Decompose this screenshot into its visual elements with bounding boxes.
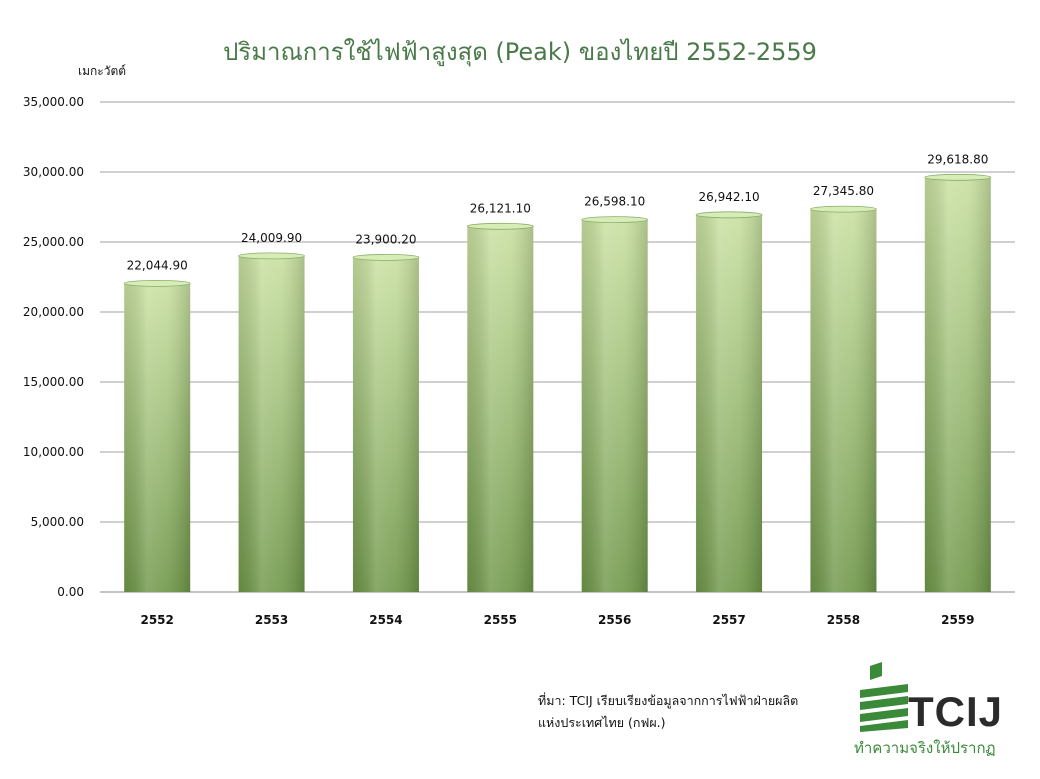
y-tick-label: 15,000.00	[23, 375, 84, 389]
source-line-1: ที่มา: TCIJ เรียบเรียงข้อมูลจากการไฟฟ้าฝ…	[538, 693, 799, 708]
y-tick-label: 25,000.00	[23, 235, 84, 249]
bar-shading	[352, 257, 419, 592]
bar-cap	[810, 205, 877, 213]
source-note: ที่มา: TCIJ เรียบเรียงข้อมูลจากการไฟฟ้าฝ…	[538, 690, 858, 734]
y-tick-label: 20,000.00	[23, 305, 84, 319]
bars	[123, 173, 992, 593]
y-axis-label: เมกะวัตต์	[78, 64, 126, 78]
bar-shading	[238, 255, 305, 593]
bar-cap	[238, 252, 305, 260]
x-tick-label: 2553	[255, 613, 288, 627]
bar-shading	[924, 177, 991, 593]
logo-tagline: ทำความจริงให้ปรากฏ	[854, 739, 996, 757]
logo-wordmark: TCIJ	[908, 688, 1004, 735]
bar-chart: เมกะวัตต์ 22,044.90 24,009.90 23,900.20 26,…	[23, 64, 1015, 627]
bar-shading	[581, 219, 648, 593]
y-tick-label: 35,000.00	[23, 95, 84, 109]
axis-ticks: 0.00 5,000.00 10,000.00 15,000.00 20,000.00 2…	[23, 95, 975, 627]
data-label-2552: 22,044.90	[127, 258, 188, 272]
data-label-2555: 26,121.10	[470, 201, 531, 215]
bar-cap	[466, 222, 534, 230]
y-tick-label: 10,000.00	[23, 445, 84, 459]
gridlines	[100, 101, 1015, 593]
x-tick-label: 2558	[827, 613, 860, 627]
y-tick-label: 0.00	[57, 585, 84, 599]
source-line-2: แห่งประเทศไทย (กฟผ.)	[538, 715, 666, 730]
x-tick-label: 2552	[140, 613, 173, 627]
leaf-stripes-icon	[860, 662, 908, 732]
bar-cap	[352, 253, 420, 261]
bar-cap	[695, 211, 763, 219]
bar-shading	[696, 214, 763, 592]
y-tick-label: 5,000.00	[31, 515, 84, 529]
x-tick-label: 2557	[712, 613, 745, 627]
data-label-2554: 23,900.20	[355, 232, 416, 246]
bar-shading	[124, 283, 191, 592]
x-tick-label: 2554	[369, 613, 402, 627]
x-tick-label: 2556	[598, 613, 631, 627]
bar-shading	[810, 209, 877, 592]
data-label-2556: 26,598.10	[584, 195, 645, 209]
chart-title: ปริมาณการใช้ไฟฟ้าสูงสุด (Peak) ของไทยปี …	[223, 38, 817, 66]
tcij-logo: TCIJ ทำความจริงให้ปรากฏ	[850, 660, 1030, 770]
data-label-2553: 24,009.90	[241, 231, 302, 245]
y-tick-label: 30,000.00	[23, 165, 84, 179]
data-label-2559: 29,618.80	[927, 152, 988, 166]
bar-cap	[123, 279, 191, 287]
bar-cap	[581, 216, 649, 224]
bar-shading	[467, 226, 534, 592]
x-tick-label: 2555	[484, 613, 517, 627]
bar-cap	[924, 173, 992, 181]
data-label-2557: 26,942.10	[699, 190, 760, 204]
data-labels: 22,044.90 24,009.90 23,900.20 26,121.10 26,5…	[127, 152, 989, 272]
x-tick-label: 2559	[941, 613, 974, 627]
data-label-2558: 27,345.80	[813, 184, 874, 198]
